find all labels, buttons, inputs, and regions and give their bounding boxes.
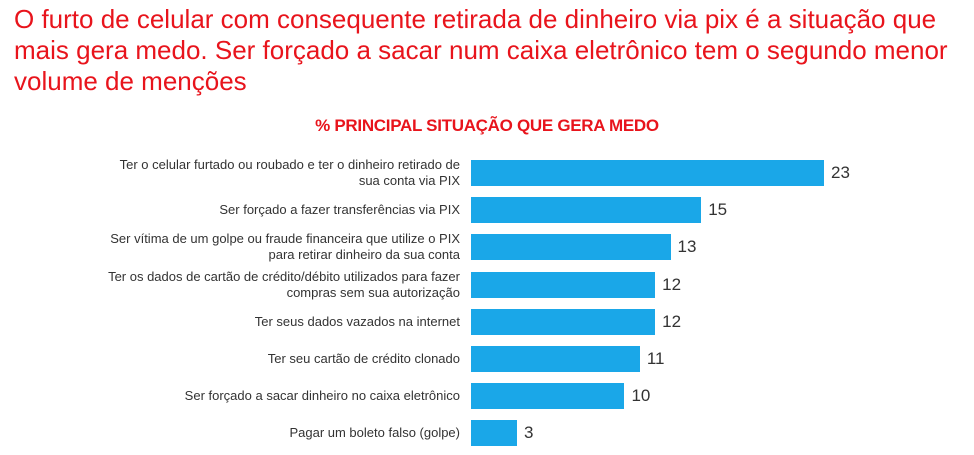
headline: O furto de celular com consequente retir… (14, 4, 948, 96)
chart-title: % PRINCIPAL SITUAÇÃO QUE GERA MEDO (315, 116, 659, 135)
value-label: 11 (646, 349, 665, 368)
category-label: Ter seus dados vazados na internet (254, 313, 460, 329)
value-label: 10 (631, 386, 651, 406)
category-label: Ser vítima de um golpe ou fraude finance… (110, 231, 460, 263)
value-label: 23 (831, 163, 850, 182)
value-label: 3 (524, 423, 534, 443)
bar-row: Ter os dados de cartão de crédito/débito… (0, 268, 974, 300)
category-label: Pagar um boleto falso (golpe) (289, 425, 460, 441)
bar-row: Ser forçado a sacar dinheiro no caixa el… (0, 383, 974, 410)
bar-row: Pagar um boleto falso (golpe) 3 (0, 420, 974, 447)
bar (471, 346, 640, 372)
value-label: 13 (677, 237, 697, 257)
bar (471, 160, 824, 186)
bar-row: Ter seus dados vazados na internet 12 (0, 308, 974, 335)
bar (471, 420, 518, 447)
bar (471, 197, 702, 224)
bar-row: Ter seu cartão de crédito clonado 11 (0, 346, 974, 372)
bar (471, 234, 671, 261)
category-label: Ser forçado a sacar dinheiro no caixa el… (184, 388, 460, 404)
bar-row: Ser forçado a fazer transferências via P… (0, 197, 974, 224)
category-label: Ter os dados de cartão de crédito/débito… (108, 268, 460, 300)
bar (471, 308, 656, 335)
bar (471, 271, 656, 298)
value-label: 12 (662, 274, 682, 294)
value-label: 12 (662, 311, 682, 331)
bar-row: Ser vítima de um golpe ou fraude finance… (0, 231, 974, 263)
value-label: 15 (708, 200, 728, 220)
category-label: Ter o celular furtado ou roubado e ter o… (119, 157, 460, 188)
category-label: Ter seu cartão de crédito clonado (267, 351, 460, 366)
category-label: Ser forçado a fazer transferências via P… (219, 202, 460, 218)
bar (471, 383, 625, 410)
bar-row: Ter o celular furtado ou roubado e ter o… (0, 157, 974, 188)
